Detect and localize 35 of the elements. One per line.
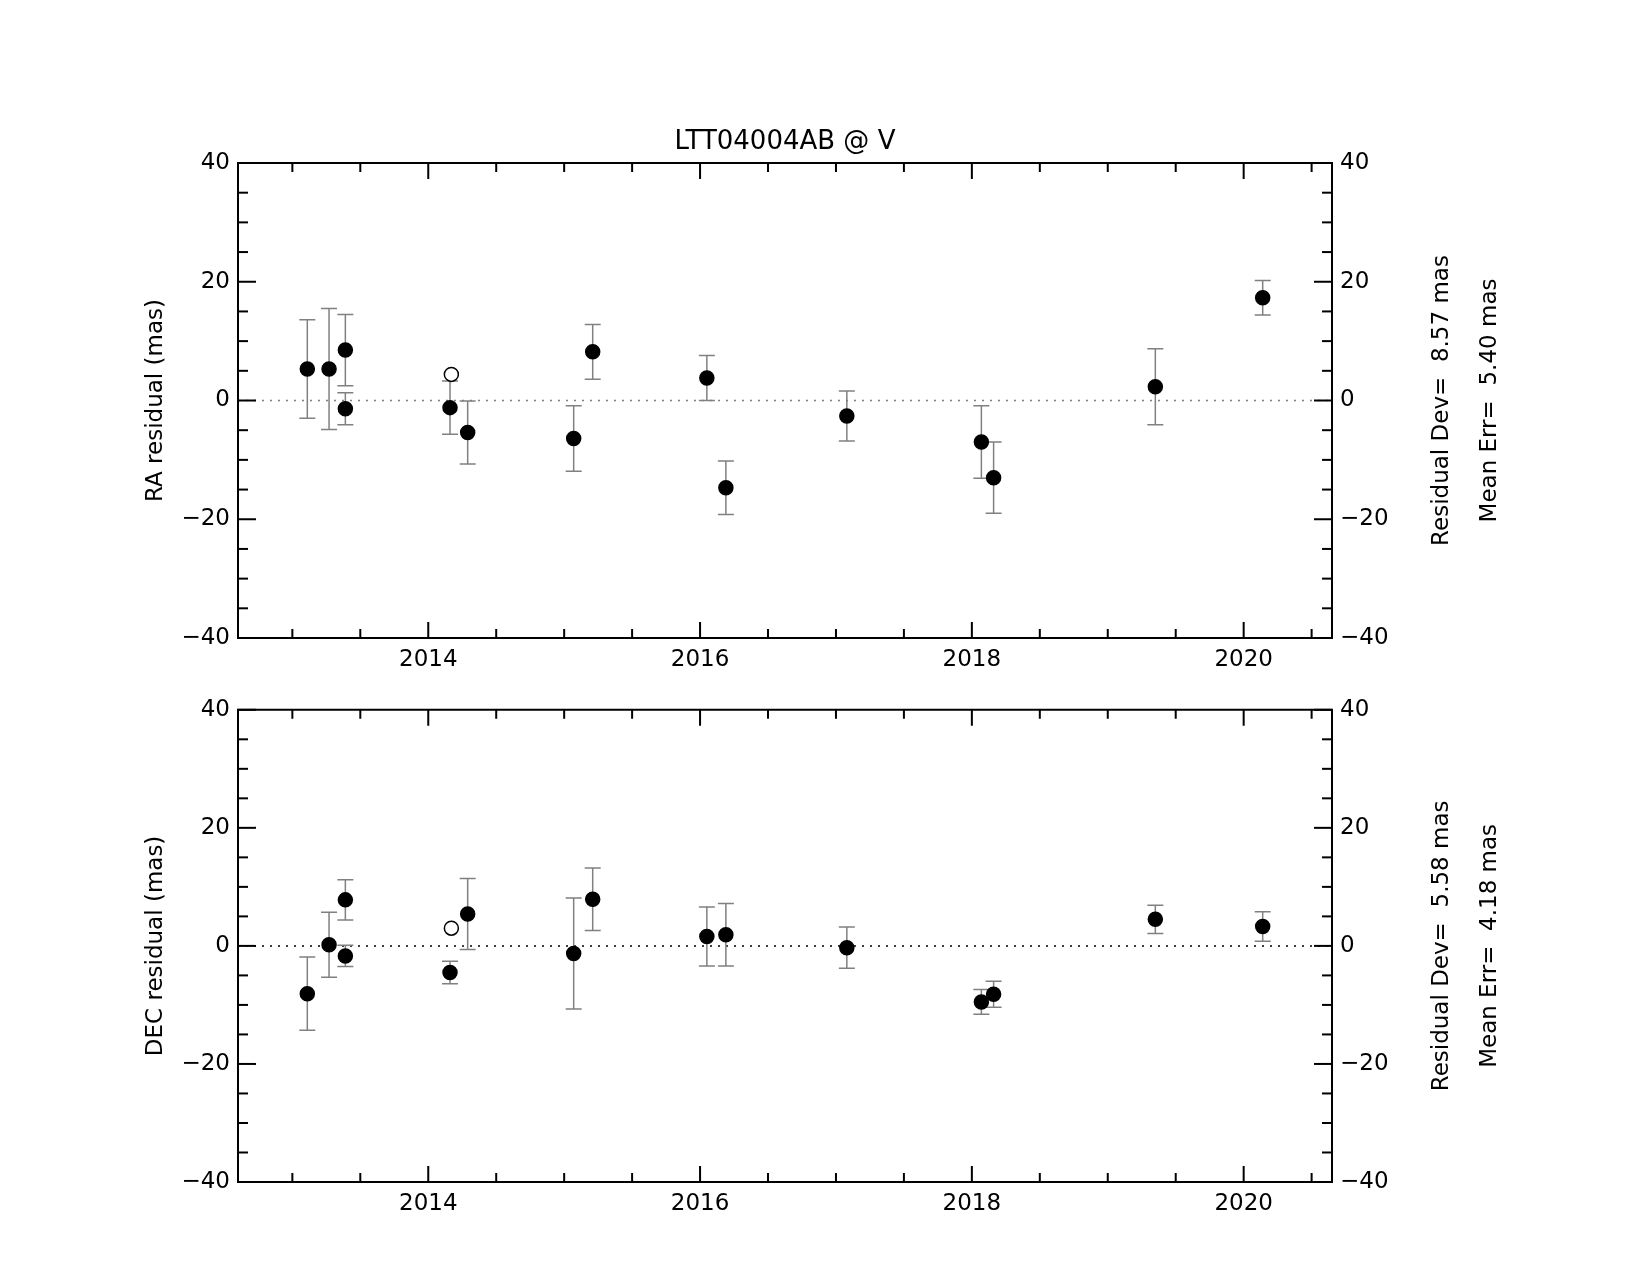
x-tick-label: 2016 <box>670 1188 730 1215</box>
x-tick-label: 2018 <box>942 644 1002 671</box>
x-tick-label: 2014 <box>398 644 458 671</box>
x-tick-label: 2020 <box>1214 644 1273 671</box>
y2-tick-label: 40 <box>1340 147 1370 174</box>
y-tick-label: 40 <box>200 694 230 721</box>
y2-tick-label: 20 <box>1340 266 1370 293</box>
y2-tick-label: −40 <box>1340 1166 1389 1193</box>
chart-title: LTT04004AB @ V <box>674 124 896 155</box>
text: Mean Err= 5.40 mas <box>1474 278 1501 523</box>
y2-tick-label: −20 <box>1340 1048 1389 1075</box>
y-axis-title: DEC residual (mas) <box>140 835 167 1057</box>
y-tick-label: −20 <box>181 504 230 531</box>
text: Mean Err= 4.18 mas <box>1474 823 1501 1068</box>
text: Residual Dev= 5.58 mas <box>1426 800 1453 1092</box>
y-tick-label: 0 <box>215 385 230 412</box>
y2-tick-label: −20 <box>1340 504 1389 531</box>
y-tick-label: −40 <box>181 622 230 649</box>
y-axis-title: RA residual (mas) <box>140 299 167 502</box>
y-tick-label: 0 <box>215 930 230 957</box>
y2-tick-label: 40 <box>1340 694 1370 721</box>
y-tick-label: −20 <box>181 1048 230 1075</box>
y2-tick-label: 20 <box>1340 812 1370 839</box>
y-tick-label: −40 <box>181 1166 230 1193</box>
x-tick-label: 2020 <box>1214 1188 1273 1215</box>
y2-tick-label: 0 <box>1340 385 1355 412</box>
text: Residual Dev= 8.57 mas <box>1426 255 1453 546</box>
x-tick-label: 2014 <box>398 1188 458 1215</box>
y2-tick-label: 0 <box>1340 930 1355 957</box>
y-tick-label: 20 <box>200 812 230 839</box>
y-tick-label: 20 <box>200 266 230 293</box>
y2-tick-label: −40 <box>1340 622 1389 649</box>
y-tick-label: 40 <box>200 147 230 174</box>
x-tick-label: 2018 <box>942 1188 1002 1215</box>
x-tick-label: 2016 <box>670 644 730 671</box>
